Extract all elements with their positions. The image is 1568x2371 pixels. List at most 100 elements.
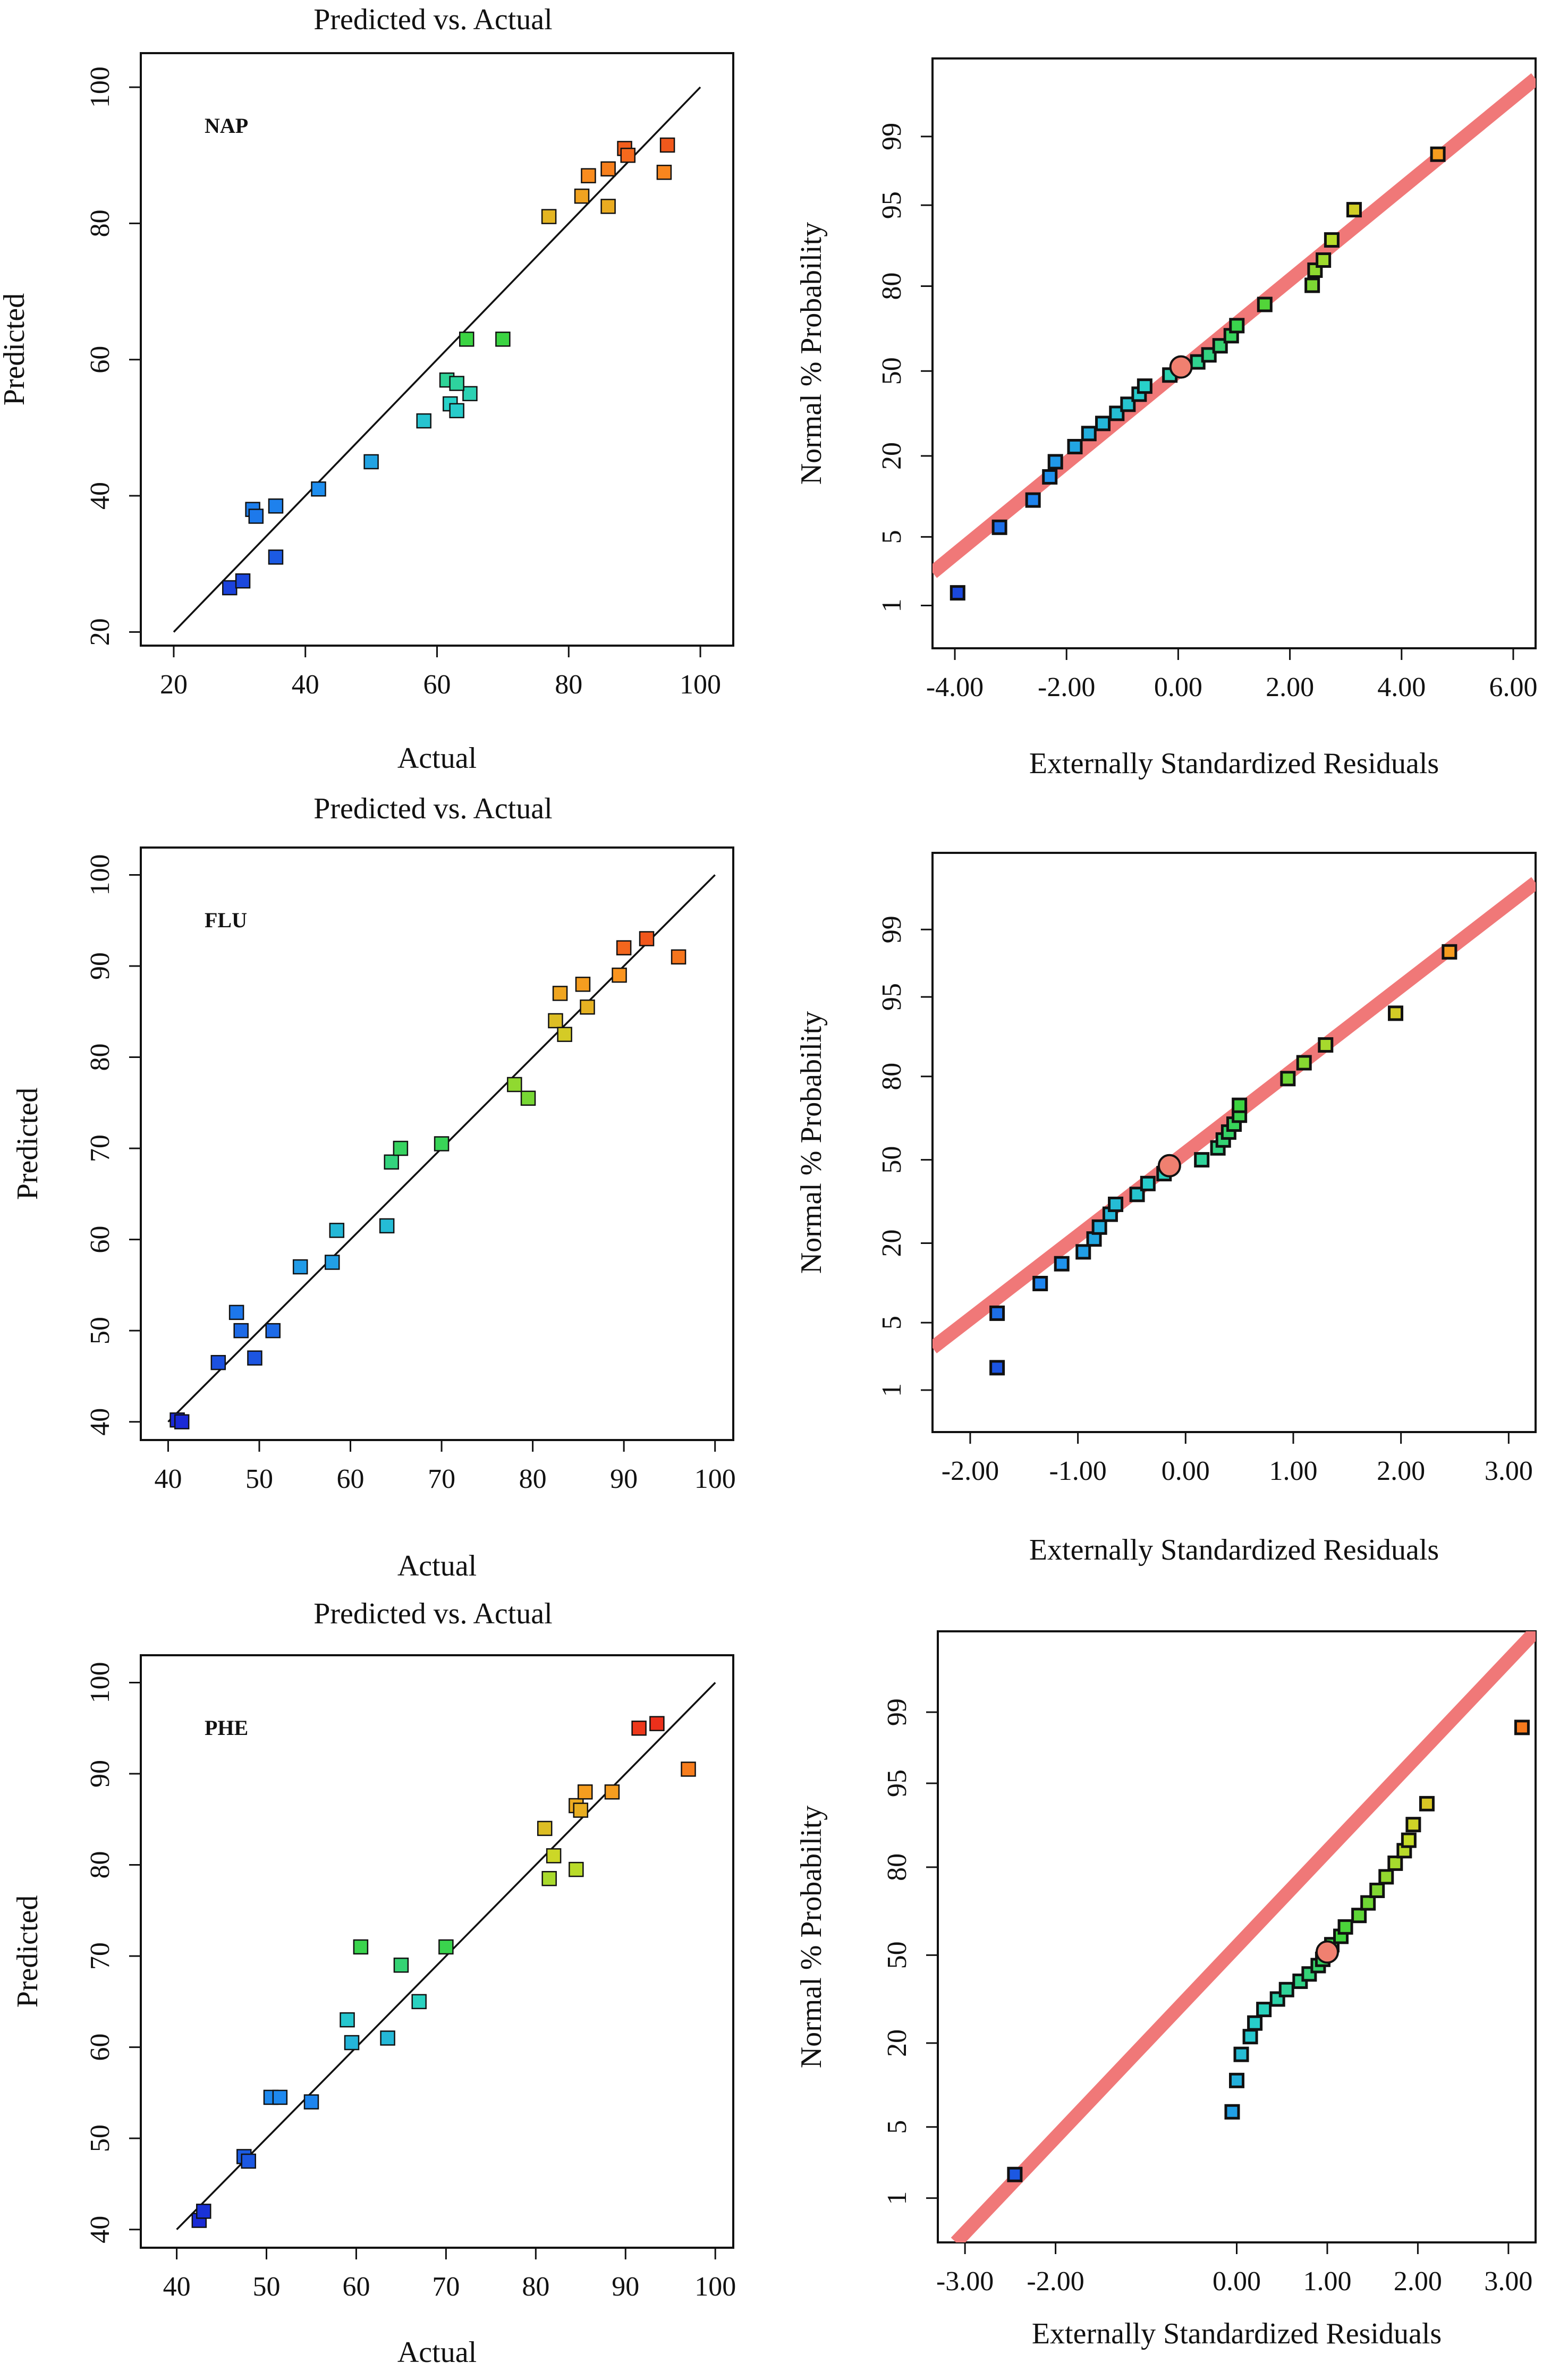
data-point bbox=[1257, 297, 1273, 312]
x-tick-label: 90 bbox=[610, 1464, 638, 1494]
data-point bbox=[991, 519, 1007, 535]
x-tick-label: -2.00 bbox=[1027, 2266, 1084, 2297]
data-point bbox=[1378, 1869, 1394, 1885]
y-tick-label: 50 bbox=[877, 357, 907, 385]
data-point bbox=[989, 1360, 1005, 1376]
data-point bbox=[1419, 1796, 1435, 1811]
data-point bbox=[1067, 439, 1083, 455]
chart-title: Predicted vs. Actual bbox=[313, 3, 552, 36]
fit-line bbox=[176, 1682, 716, 2230]
x-tick-label: 50 bbox=[253, 2272, 281, 2302]
y-tick-label: 95 bbox=[882, 1769, 912, 1797]
y-axis-label: Normal % Probability bbox=[795, 1806, 828, 2069]
y-tick-label: 50 bbox=[85, 1317, 115, 1344]
data-point bbox=[1304, 277, 1320, 293]
x-tick-label: 100 bbox=[694, 1464, 736, 1494]
data-point bbox=[671, 949, 686, 965]
plot-frame bbox=[140, 1654, 734, 2249]
y-tick-label: 50 bbox=[882, 1941, 912, 1969]
data-point bbox=[1430, 146, 1446, 162]
x-tick-label: 3.00 bbox=[1485, 1456, 1533, 1486]
fit-line bbox=[173, 86, 701, 633]
data-point bbox=[681, 1762, 696, 1777]
data-point bbox=[363, 454, 379, 470]
data-point bbox=[1229, 2072, 1244, 2088]
data-point bbox=[438, 1939, 454, 1955]
data-point bbox=[507, 1077, 522, 1093]
data-point bbox=[329, 1223, 345, 1238]
data-point bbox=[1194, 1152, 1210, 1168]
data-point bbox=[631, 1720, 647, 1736]
data-point bbox=[379, 1218, 395, 1234]
data-point bbox=[393, 1957, 409, 1973]
x-tick-label: 100 bbox=[680, 670, 721, 700]
y-tick-label: 100 bbox=[85, 1662, 115, 1703]
data-point bbox=[324, 1255, 340, 1270]
y-tick-label: 20 bbox=[85, 618, 115, 646]
data-point bbox=[1091, 1219, 1107, 1235]
y-tick-label: 60 bbox=[85, 1226, 115, 1254]
y-tick-label: 95 bbox=[877, 983, 907, 1011]
y-tick-label: 100 bbox=[85, 854, 115, 895]
y-tick-label: 80 bbox=[85, 1044, 115, 1071]
y-axis-label: Predicted bbox=[11, 1895, 44, 2008]
x-tick-label: 70 bbox=[428, 1464, 455, 1494]
median-marker bbox=[1169, 355, 1193, 379]
data-point bbox=[1247, 2015, 1263, 2031]
x-tick-label: 60 bbox=[337, 1464, 365, 1494]
plot-frame bbox=[931, 852, 1537, 1433]
data-point bbox=[235, 573, 251, 589]
data-point bbox=[1109, 405, 1125, 421]
data-point bbox=[353, 1939, 369, 1955]
data-point bbox=[174, 1414, 190, 1429]
data-point bbox=[950, 585, 965, 601]
x-tick-label: 3.00 bbox=[1484, 2266, 1532, 2297]
x-axis-label: Externally Standardized Residuals bbox=[1029, 1534, 1439, 1566]
x-tick-label: 2.00 bbox=[1377, 1456, 1425, 1486]
x-tick-label: 0.00 bbox=[1162, 1456, 1210, 1486]
data-point bbox=[1318, 1037, 1334, 1053]
y-tick-label: 1 bbox=[882, 2191, 912, 2205]
data-point bbox=[552, 986, 568, 1001]
x-tick-label: 90 bbox=[612, 2272, 639, 2302]
x-tick-label: -2.00 bbox=[942, 1456, 999, 1486]
chart-panel-5: Predicted vs. Actual 40 50 60 70 80 90 100 40 50 6… bbox=[11, 1597, 736, 2369]
y-tick-label: 50 bbox=[877, 1146, 907, 1174]
data-point bbox=[649, 1716, 665, 1731]
x-tick-label: 80 bbox=[522, 2272, 549, 2302]
x-tick-label: 6.00 bbox=[1489, 672, 1537, 702]
x-tick-label: 60 bbox=[342, 2272, 370, 2302]
data-point bbox=[580, 999, 595, 1015]
chart-panel-6: -3.00 -2.00 0.00 1.00 2.00 3.00 1 5 20 50 80 95 99 Ex… bbox=[795, 1630, 1537, 2350]
y-tick-label: 99 bbox=[877, 916, 907, 943]
data-point bbox=[292, 1259, 308, 1275]
data-point bbox=[1369, 1883, 1385, 1899]
panel-tag: NAP bbox=[205, 114, 248, 138]
y-tick-label: 60 bbox=[85, 2034, 115, 2061]
data-point bbox=[1278, 1982, 1294, 1997]
x-tick-label: -1.00 bbox=[1049, 1456, 1106, 1486]
data-point bbox=[1047, 454, 1063, 470]
data-point bbox=[268, 498, 284, 514]
x-tick-label: 1.00 bbox=[1303, 2266, 1351, 2297]
y-tick-label: 5 bbox=[877, 1316, 907, 1330]
data-point bbox=[1140, 1175, 1156, 1191]
data-point bbox=[1296, 1055, 1312, 1071]
chart-panel-1: Predicted vs. Actual 20 40 60 80 100 20 40 60 80 1… bbox=[0, 3, 734, 775]
data-point bbox=[303, 2094, 319, 2110]
x-axis-label: Externally Standardized Residuals bbox=[1032, 2317, 1442, 2350]
data-point bbox=[1042, 469, 1058, 485]
y-tick-label: 5 bbox=[882, 2120, 912, 2134]
data-point bbox=[620, 147, 636, 163]
x-tick-label: 60 bbox=[423, 670, 451, 700]
data-point bbox=[1405, 1817, 1421, 1833]
data-point bbox=[1081, 426, 1097, 442]
x-tick-label: -4.00 bbox=[926, 672, 984, 702]
y-tick-label: 50 bbox=[85, 2124, 115, 2152]
chart-panel-3: Predicted vs. Actual 40 50 60 70 80 90 100 40 50 6… bbox=[11, 792, 736, 1582]
data-point bbox=[573, 1802, 589, 1818]
data-point bbox=[1032, 1276, 1048, 1292]
data-point bbox=[548, 1013, 563, 1029]
x-tick-label: 0.00 bbox=[1213, 2266, 1261, 2297]
data-point bbox=[1401, 1832, 1417, 1848]
